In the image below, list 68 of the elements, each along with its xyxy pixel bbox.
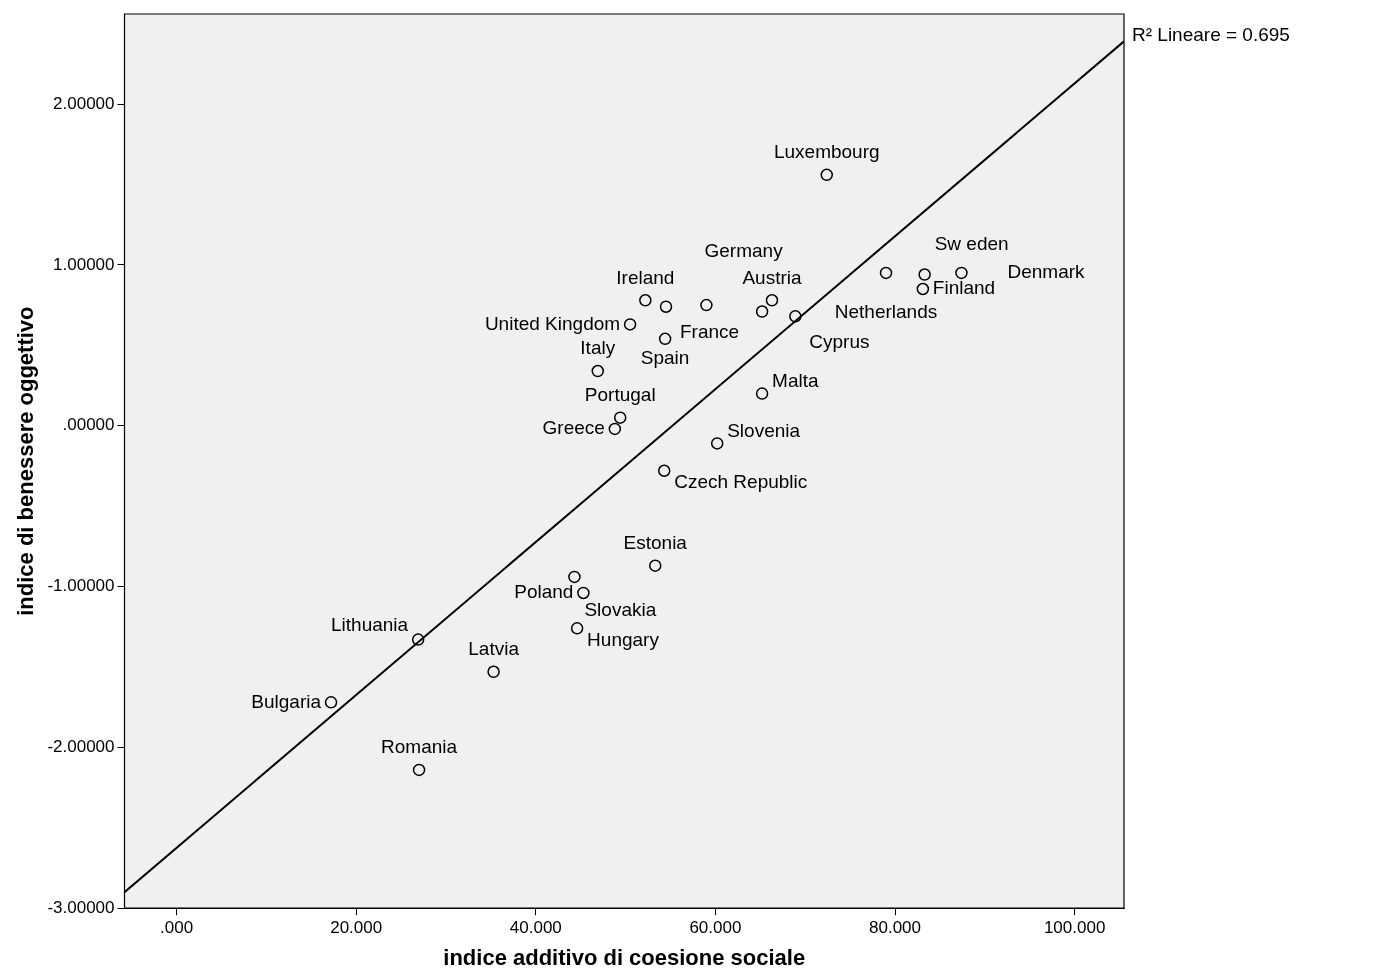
x-axis-title: indice additivo di coesione sociale	[443, 944, 806, 970]
point	[623, 318, 637, 331]
text: R² Lineare = 0.695	[1132, 24, 1290, 46]
annotation: Estonia	[623, 531, 688, 553]
annotation: Spain	[640, 347, 690, 369]
point	[700, 298, 713, 312]
point	[789, 310, 802, 323]
annotation: Bulgaria	[251, 690, 322, 712]
annotation: Poland	[514, 581, 574, 603]
annotation: Ireland	[616, 266, 675, 288]
point	[916, 282, 930, 296]
point	[613, 411, 627, 424]
annotation: Hungary	[587, 628, 660, 650]
annotation: Sw eden	[934, 232, 1009, 254]
point	[918, 268, 931, 281]
annotation: Austria	[742, 266, 802, 288]
x-tick-label: .000	[160, 918, 194, 938]
annotation: Netherlands	[834, 301, 938, 323]
point	[412, 763, 426, 777]
point	[411, 633, 425, 646]
point	[648, 559, 662, 572]
annotation: Czech Republic	[674, 470, 808, 492]
point	[591, 364, 605, 378]
point	[577, 586, 590, 600]
y-tick-label: 1.00000	[53, 254, 115, 274]
annotation: Luxembourg	[773, 141, 880, 163]
point	[657, 464, 671, 477]
point	[324, 696, 338, 709]
point	[765, 294, 779, 307]
annotation: Denmark	[1007, 261, 1086, 283]
annotation: France	[680, 320, 740, 342]
annotation: Finland	[932, 277, 996, 299]
x-tick-label: 20.000	[330, 918, 383, 938]
y-tick-label: -3.00000	[47, 897, 115, 917]
point	[658, 332, 672, 346]
annotation: Germany	[704, 239, 784, 261]
point	[955, 266, 968, 280]
point	[879, 266, 893, 280]
point	[755, 387, 769, 400]
annotation: Slovenia	[727, 419, 801, 441]
annotation: Greece	[542, 417, 605, 439]
x-tick-label: 60.000	[689, 918, 742, 938]
x-tick-label: 80.000	[869, 918, 922, 938]
point	[755, 305, 769, 318]
annotation: Romania	[381, 736, 458, 758]
point	[820, 168, 834, 182]
annotation: Italy	[580, 337, 616, 359]
y-tick-label: -2.00000	[47, 737, 115, 757]
annotation: Slovakia	[584, 599, 657, 621]
point	[710, 437, 724, 450]
y-axis-title: indice di benessere oggettivo	[13, 306, 39, 616]
x-tick-label: 100.000	[1043, 918, 1106, 938]
annotation: Cyprus	[809, 330, 870, 352]
annotation: Lithuania	[331, 613, 409, 635]
x-tick-label: 40.000	[509, 918, 562, 938]
point	[487, 665, 500, 679]
annotation: United Kingdom	[484, 312, 621, 334]
point	[570, 622, 584, 635]
point	[639, 294, 652, 307]
y-tick-label: -1.00000	[47, 576, 115, 596]
annotation: Portugal	[584, 383, 656, 405]
y-tick-label: 2.00000	[53, 93, 115, 113]
point	[659, 300, 673, 313]
annotation: Malta	[772, 369, 819, 391]
y-tick-label: .00000	[62, 415, 115, 435]
point	[608, 422, 622, 436]
annotation: Latvia	[468, 638, 520, 660]
point	[568, 570, 581, 584]
